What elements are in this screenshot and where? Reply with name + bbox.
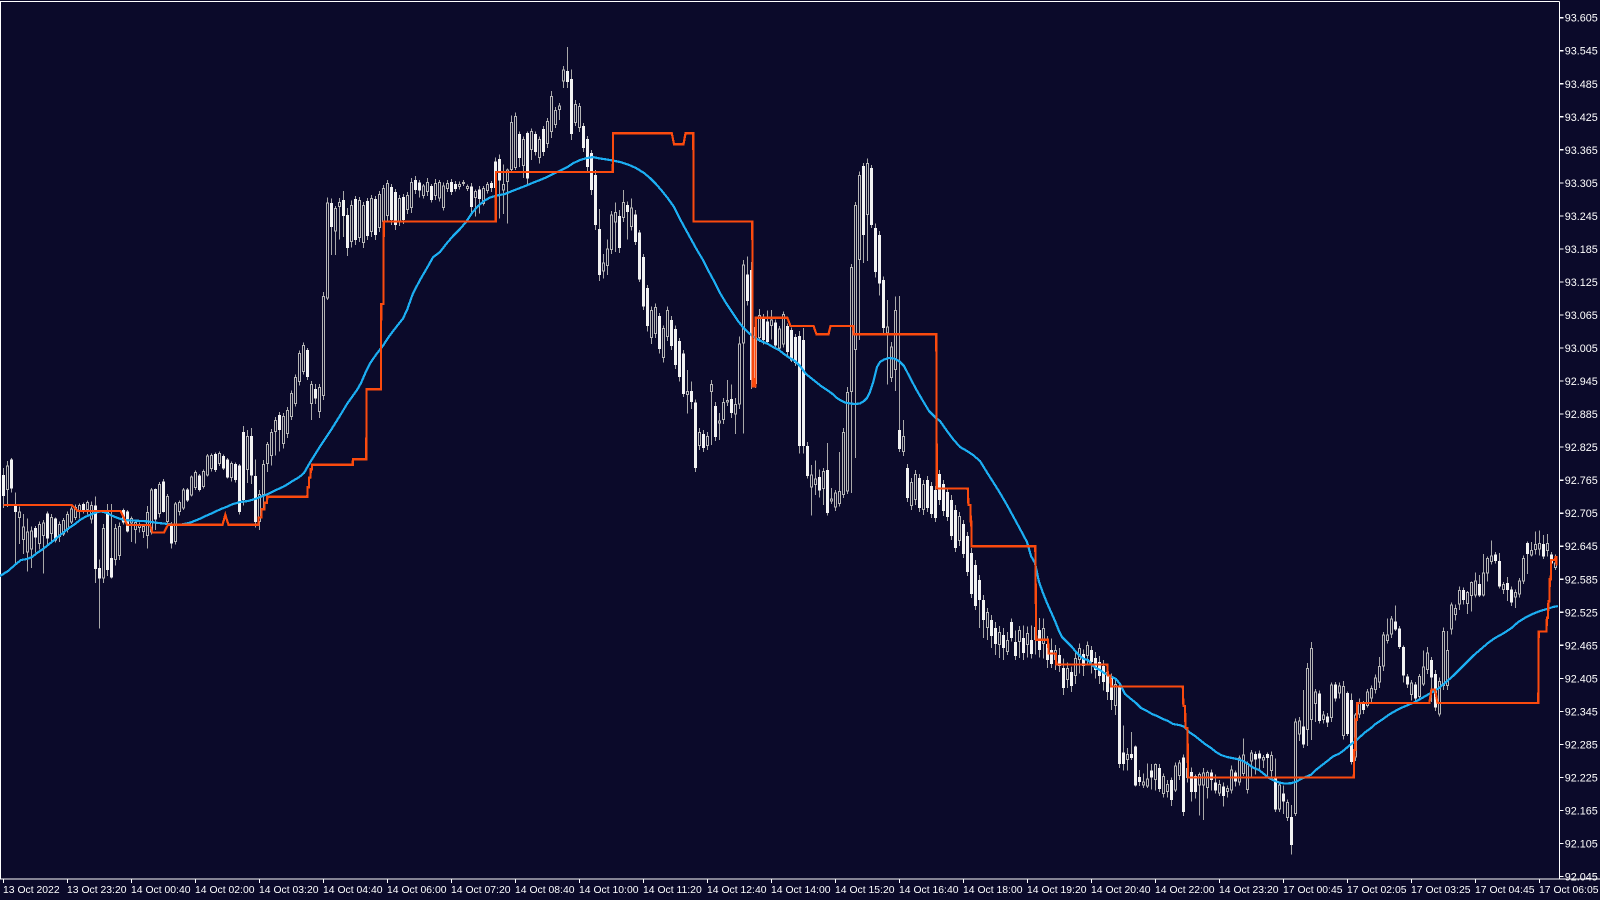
svg-text:14 Oct 02:00: 14 Oct 02:00 [195, 885, 255, 896]
svg-text:92.705: 92.705 [1565, 508, 1598, 520]
svg-text:13 Oct 23:20: 13 Oct 23:20 [67, 885, 127, 896]
svg-text:92.285: 92.285 [1565, 739, 1598, 751]
svg-text:93.365: 93.365 [1565, 145, 1598, 157]
svg-text:14 Oct 10:00: 14 Oct 10:00 [579, 885, 639, 896]
svg-text:92.825: 92.825 [1565, 442, 1598, 454]
svg-text:92.885: 92.885 [1565, 409, 1598, 421]
svg-text:14 Oct 22:00: 14 Oct 22:00 [1155, 885, 1215, 896]
svg-text:92.765: 92.765 [1565, 475, 1598, 487]
svg-text:92.105: 92.105 [1565, 839, 1598, 851]
svg-text:14 Oct 18:00: 14 Oct 18:00 [963, 885, 1023, 896]
svg-text:93.005: 93.005 [1565, 343, 1598, 355]
svg-text:93.485: 93.485 [1565, 79, 1598, 91]
svg-text:14 Oct 00:40: 14 Oct 00:40 [131, 885, 191, 896]
svg-text:14 Oct 15:20: 14 Oct 15:20 [835, 885, 895, 896]
svg-text:93.305: 93.305 [1565, 178, 1598, 190]
svg-text:17 Oct 06:05: 17 Oct 06:05 [1539, 885, 1599, 896]
svg-text:93.185: 93.185 [1565, 244, 1598, 256]
svg-text:93.065: 93.065 [1565, 310, 1598, 322]
svg-text:93.245: 93.245 [1565, 211, 1598, 223]
svg-text:92.405: 92.405 [1565, 673, 1598, 685]
svg-text:92.465: 92.465 [1565, 640, 1598, 652]
svg-text:14 Oct 06:00: 14 Oct 06:00 [387, 885, 447, 896]
svg-text:17 Oct 03:25: 17 Oct 03:25 [1411, 885, 1471, 896]
svg-text:92.045: 92.045 [1565, 872, 1598, 884]
svg-text:93.425: 93.425 [1565, 112, 1598, 124]
svg-text:93.605: 93.605 [1565, 13, 1598, 25]
svg-text:93.125: 93.125 [1565, 277, 1598, 289]
svg-text:14 Oct 04:40: 14 Oct 04:40 [323, 885, 383, 896]
svg-text:14 Oct 19:20: 14 Oct 19:20 [1027, 885, 1087, 896]
svg-text:92.345: 92.345 [1565, 706, 1598, 718]
svg-text:17 Oct 00:45: 17 Oct 00:45 [1283, 885, 1343, 896]
svg-text:17 Oct 02:05: 17 Oct 02:05 [1347, 885, 1407, 896]
svg-text:14 Oct 14:00: 14 Oct 14:00 [771, 885, 831, 896]
svg-text:14 Oct 07:20: 14 Oct 07:20 [451, 885, 511, 896]
svg-text:14 Oct 16:40: 14 Oct 16:40 [899, 885, 959, 896]
svg-text:14 Oct 08:40: 14 Oct 08:40 [515, 885, 575, 896]
svg-text:92.645: 92.645 [1565, 541, 1598, 553]
svg-text:93.545: 93.545 [1565, 46, 1598, 58]
svg-text:92.525: 92.525 [1565, 607, 1598, 619]
svg-text:14 Oct 20:40: 14 Oct 20:40 [1091, 885, 1151, 896]
svg-text:92.165: 92.165 [1565, 806, 1598, 818]
svg-text:14 Oct 11:20: 14 Oct 11:20 [643, 885, 702, 896]
svg-text:14 Oct 23:20: 14 Oct 23:20 [1219, 885, 1279, 896]
svg-text:17 Oct 04:45: 17 Oct 04:45 [1475, 885, 1535, 896]
svg-text:14 Oct 12:40: 14 Oct 12:40 [707, 885, 767, 896]
svg-text:92.945: 92.945 [1565, 376, 1598, 388]
svg-text:14 Oct 03:20: 14 Oct 03:20 [259, 885, 319, 896]
svg-text:13 Oct 2022: 13 Oct 2022 [3, 885, 60, 896]
svg-text:92.225: 92.225 [1565, 773, 1598, 785]
svg-text:92.585: 92.585 [1565, 574, 1598, 586]
